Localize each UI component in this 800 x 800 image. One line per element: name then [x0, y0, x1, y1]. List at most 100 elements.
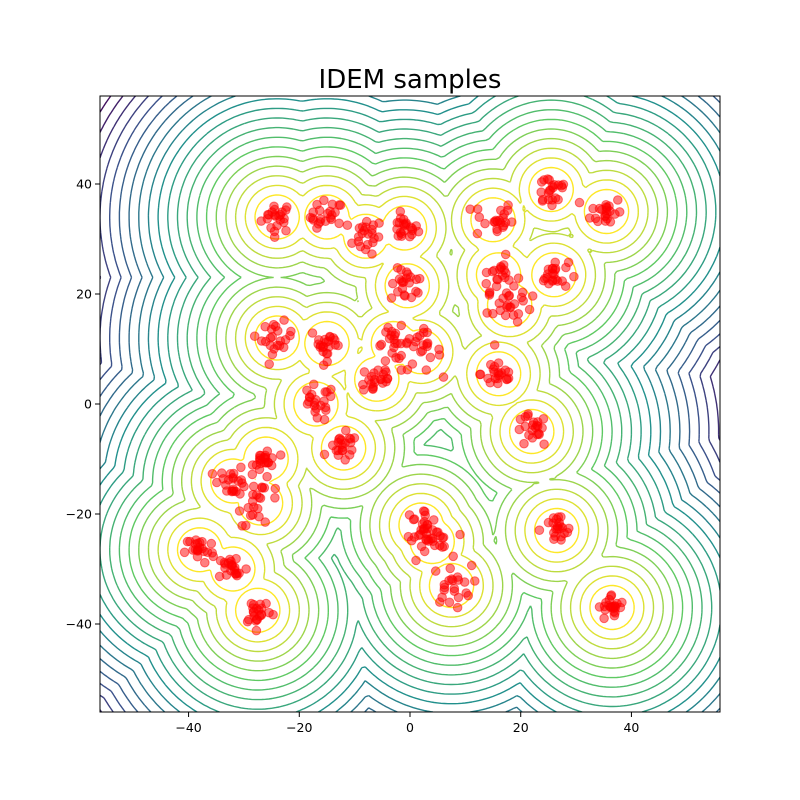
contour-line [100, 96, 720, 712]
sample-point [393, 287, 403, 297]
y-tick-label: 0 [84, 397, 92, 412]
contour-line [100, 96, 720, 712]
contour-layer [100, 96, 720, 712]
sample-point [368, 384, 378, 395]
sample-point [334, 434, 344, 445]
sample-point [281, 205, 291, 215]
sample-point [470, 576, 480, 586]
sample-point [319, 195, 329, 206]
sample-point [548, 518, 558, 528]
sample-point [256, 336, 267, 346]
sample-point [606, 590, 617, 600]
sample-point [437, 592, 447, 603]
sample-point [614, 207, 625, 217]
sample-point [425, 352, 436, 363]
sample-point [249, 331, 260, 342]
sample-point [255, 493, 266, 504]
sample-point [509, 299, 520, 309]
sample-point [421, 365, 432, 375]
sample-point [602, 203, 612, 213]
sample-point [574, 197, 585, 208]
sample-point [255, 455, 266, 465]
sample-point [259, 483, 270, 493]
sample-point [254, 464, 265, 475]
sample-point [537, 196, 548, 206]
sample-point [319, 414, 330, 425]
sample-point [403, 269, 413, 280]
sample-point [391, 353, 401, 363]
sample-point [234, 506, 245, 516]
sample-point [363, 229, 373, 239]
sample-point [248, 489, 258, 500]
sample-point [342, 220, 353, 230]
sample-point [411, 274, 422, 285]
sample-point [539, 175, 549, 185]
sample-point [528, 417, 539, 428]
sample-point [383, 322, 393, 333]
sample-point [249, 611, 259, 621]
y-tick-label: −40 [66, 617, 92, 632]
sample-point [335, 200, 346, 210]
sample-point [225, 469, 236, 479]
sample-point [225, 554, 235, 565]
sample-point [538, 275, 549, 286]
sample-point [613, 195, 623, 205]
sample-point [406, 535, 417, 546]
sample-point [247, 469, 258, 480]
sample-point [602, 213, 612, 224]
sample-point [429, 515, 439, 525]
sample-point [513, 309, 524, 319]
sample-point [420, 506, 430, 517]
sample-point [455, 529, 465, 540]
sample-point [516, 292, 527, 303]
sample-point [265, 333, 276, 343]
sample-point [453, 575, 464, 585]
sample-point [392, 263, 403, 273]
sample-point [281, 225, 291, 236]
sample-point [333, 450, 344, 461]
sample-point [267, 207, 277, 217]
sample-point [452, 602, 463, 613]
sample-point [269, 344, 279, 354]
sample-point [192, 545, 203, 555]
sample-point [214, 571, 225, 582]
sample-point [594, 602, 605, 612]
sample-point [359, 367, 370, 377]
sample-point [263, 457, 274, 468]
sample-point [275, 450, 286, 460]
sample-point [207, 548, 217, 558]
sample-point [538, 414, 549, 424]
sample-point [584, 213, 595, 223]
contour-line [100, 96, 713, 710]
sample-point [475, 369, 485, 380]
contour-line [147, 137, 664, 662]
sample-point [207, 469, 218, 479]
sample-point [504, 275, 514, 285]
sample-point [241, 564, 251, 574]
sample-point [380, 356, 391, 366]
sample-point [353, 232, 364, 242]
sample-point [325, 391, 336, 402]
sample-point [547, 263, 558, 274]
x-axis: −40 −20 0 20 40 [175, 712, 639, 735]
sample-point [360, 244, 371, 255]
sample-point [309, 379, 319, 390]
sample-point [416, 347, 426, 357]
sample-layer [179, 174, 627, 636]
sample-point [269, 226, 280, 237]
y-axis: −40 −20 0 20 40 [66, 177, 100, 632]
sample-point [217, 468, 227, 478]
y-tick-label: 20 [76, 287, 92, 302]
x-tick-label: −20 [286, 720, 312, 735]
sample-point [500, 249, 511, 260]
sample-point [609, 606, 619, 617]
sample-point [444, 575, 454, 586]
sample-point [286, 326, 296, 337]
sample-point [310, 407, 320, 417]
y-tick-label: −20 [66, 507, 92, 522]
sample-point [307, 213, 318, 224]
sample-point [537, 423, 547, 433]
contour-line [100, 96, 112, 113]
sample-point [482, 308, 492, 318]
sample-point [264, 359, 275, 369]
